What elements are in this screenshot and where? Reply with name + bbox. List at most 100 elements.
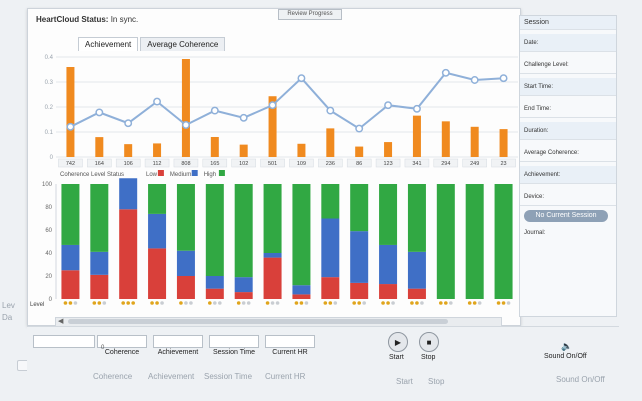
stop-button[interactable]: ■ [419,332,439,352]
achievement-bar [412,115,421,157]
scrollbar-thumb[interactable] [68,319,448,324]
coherence-point [297,74,306,83]
category-label: 23 [501,161,507,167]
legend-label: Low [146,172,158,178]
level-star [420,301,424,305]
coherence-segment [148,213,167,249]
coherence-segment [350,282,369,299]
review-progress-button[interactable]: Review Progress [278,9,342,20]
session-device: Device: [520,188,616,206]
level-star [415,301,419,305]
top-ytick-label: 0.1 [45,130,54,136]
coherence-segment [465,184,484,299]
level-star [352,301,356,305]
level-star [155,301,159,305]
category-label: 102 [239,161,248,167]
category-label: 501 [268,161,277,167]
level-star [304,301,309,305]
level-star [391,301,395,305]
level-star [439,301,443,305]
category-label: 106 [124,161,133,167]
category-box [173,158,199,168]
level-star [467,301,472,305]
level-star [246,301,251,305]
category-label: 742 [66,161,75,167]
coherence-point [153,97,162,106]
current-hr-label: Current HR [272,349,308,356]
coherence-point [355,124,364,133]
tab-average-coherence[interactable]: Average Coherence [140,37,226,51]
legend-label: High [204,172,216,178]
charts: 0.4 0.3 0.2 0.1 0 742 164 106 112 808 165 102 501 10… [30,55,518,308]
coherence-point [470,76,479,84]
coherence-segment [205,288,224,299]
category-box [346,158,372,168]
category-box [115,158,141,168]
category-box [404,158,430,168]
legend-swatch [157,170,164,176]
coherence-value: 0 [101,345,105,351]
status-label: HeartCloud Status: [36,15,109,24]
controls-bar: 0 Coherence Achievement Session Time Cur… [27,326,619,371]
achievement-bar [181,59,190,157]
coherence-segment [350,231,369,283]
legend-swatch [218,170,225,176]
bottom-ytick-label: 60 [45,228,52,234]
level-star [63,301,68,305]
session-end-time: End Time: [520,100,616,118]
coherence-point [268,101,277,110]
category-label: 341 [412,161,421,167]
category-label: 86 [356,161,362,167]
category-label: 294 [441,161,450,167]
level-star [506,301,511,305]
tab-bar: Achievement Average Coherence [78,37,227,51]
level-star [357,301,361,305]
session-panel: Session Date: Challenge Level: Start Tim… [519,15,617,317]
level-star [121,301,125,305]
level-star [386,301,390,305]
coherence-segment [407,288,426,299]
start-button[interactable]: ▶ [388,332,408,352]
level-star [213,301,217,305]
achievement-bar [124,144,133,157]
session-challenge-level: Challenge Level: [520,56,616,74]
achievement-bar [153,143,162,157]
ghost-date-label: Da [2,313,13,322]
coherence-point [210,106,219,115]
coherence-segment [263,184,282,253]
top-ytick-label: 0.3 [45,80,54,86]
coherence-segment [321,277,340,299]
bottom-ytick-label: 0 [49,297,53,303]
category-box [318,158,343,168]
top-ytick-label: 0.2 [45,105,54,111]
level-star [126,301,130,305]
coherence-segment [379,244,398,285]
achievement-bar [441,121,450,157]
sound-label[interactable]: Sound On/Off [544,353,587,360]
achievement-field [153,335,203,348]
tab-achievement[interactable]: Achievement [78,37,139,51]
coherence-segment [234,184,253,278]
level-star [179,301,183,305]
journal-label: Journal: [524,230,546,236]
coherence-segment [176,184,195,251]
start-label: Start [389,354,404,361]
coherence-segment [61,270,80,299]
speaker-icon[interactable]: 🔈 [561,341,573,351]
session-title: Session [520,16,616,30]
bottom-ytick-label: 100 [42,182,53,188]
category-label: 112 [153,161,162,167]
level-star [501,301,506,305]
category-box [260,158,285,168]
sync-status: HeartCloud Status: In sync. [36,15,138,24]
coherence-point [66,122,75,131]
scroll-left-icon[interactable]: ◀ [58,318,64,325]
level-star [68,301,73,305]
level-star [444,301,448,305]
category-label: 164 [95,161,104,167]
achievement-bar [326,128,335,157]
achievement-bar [384,142,393,157]
level-star [294,301,299,305]
level-star [236,301,241,305]
session-duration: Duration: [520,122,616,140]
